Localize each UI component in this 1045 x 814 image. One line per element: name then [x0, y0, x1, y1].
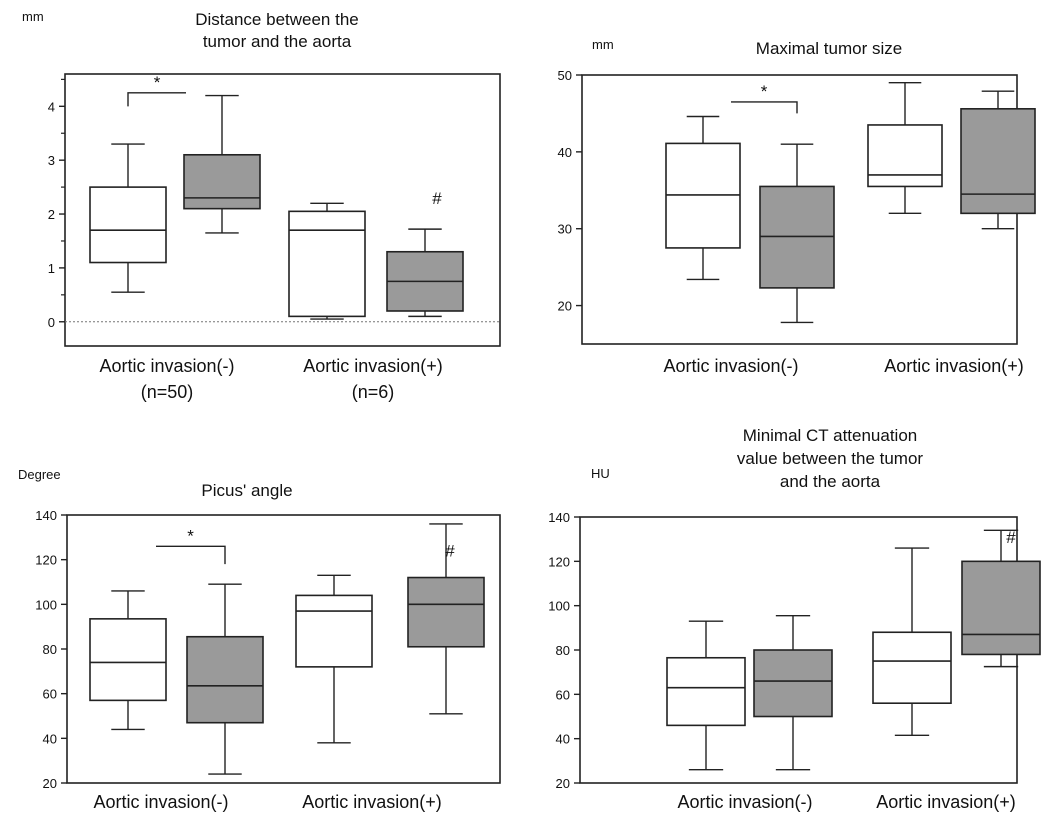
y-tick-label: 80	[43, 642, 57, 657]
hash-significance-mark: #	[1006, 528, 1016, 547]
group-label: Aortic invasion(-)	[99, 356, 234, 376]
y-tick-label: 20	[43, 776, 57, 791]
y-tick-label: 50	[558, 68, 572, 83]
iqr-box	[288, 210, 366, 318]
iqr-box	[295, 594, 373, 668]
significance-asterisk: *	[187, 526, 194, 545]
box-plot-4	[407, 523, 485, 715]
group-label: Aortic invasion(+)	[303, 356, 443, 376]
box-plot-3	[288, 202, 366, 320]
iqr-box	[407, 576, 485, 648]
significance-bracket	[731, 101, 798, 114]
box-plot-3	[295, 574, 373, 744]
iqr-box	[666, 656, 746, 727]
y-tick-label: 60	[556, 687, 570, 702]
box-plot-2	[183, 94, 261, 234]
significance-asterisk: *	[154, 73, 161, 92]
y-tick-label: 3	[48, 153, 55, 168]
group-label: Aortic invasion(-)	[663, 356, 798, 376]
iqr-box	[960, 108, 1036, 215]
y-tick-label: 120	[35, 553, 57, 568]
iqr-box	[753, 649, 833, 718]
y-tick-label: 120	[548, 554, 570, 569]
y-tick-label: 4	[48, 99, 55, 114]
box-plot-2	[186, 583, 264, 775]
y-axis-unit-label: Degree	[18, 467, 61, 482]
group-label: Aortic invasion(+)	[876, 792, 1016, 812]
plot-frame	[64, 73, 501, 347]
chart-panel-4: Minimal CT attenuation value between the …	[548, 426, 1041, 812]
box-plot-4	[961, 529, 1041, 668]
iqr-box	[867, 124, 943, 188]
chart-panel-1: Distance between the tumor and the aorta m…	[22, 9, 501, 402]
significance-bracket	[127, 92, 186, 107]
box-plot-1	[665, 115, 741, 281]
y-tick-label: 80	[556, 643, 570, 658]
y-tick-label: 20	[556, 776, 570, 791]
iqr-box	[186, 635, 264, 724]
chart-title-line: Distance between the	[195, 10, 359, 29]
group-sample-size-label: (n=50)	[141, 382, 194, 402]
y-axis-unit-label: mm	[592, 37, 614, 52]
box-plot-2	[753, 614, 833, 771]
iqr-box	[89, 618, 167, 702]
iqr-box	[961, 560, 1041, 656]
chart-title-line: value between the tumor	[737, 449, 924, 468]
box-plot-3	[867, 81, 943, 215]
group-label: Aortic invasion(-)	[93, 792, 228, 812]
box-plot-1	[89, 143, 167, 293]
box-plot-1	[666, 620, 746, 771]
y-tick-label: 2	[48, 207, 55, 222]
group-sample-size-label: (n=6)	[352, 382, 395, 402]
y-tick-label: 40	[556, 732, 570, 747]
iqr-box	[89, 186, 167, 264]
chart-title-line: Picus' angle	[201, 481, 292, 500]
y-tick-label: 140	[548, 510, 570, 525]
hash-significance-mark: #	[445, 542, 455, 561]
y-axis-unit-label: HU	[591, 466, 610, 481]
box-plot-4	[960, 90, 1036, 230]
y-tick-label: 30	[558, 222, 572, 237]
group-label: Aortic invasion(+)	[884, 356, 1024, 376]
chart-title-line: tumor and the aorta	[203, 32, 352, 51]
chart-title-line: and the aorta	[780, 472, 881, 491]
y-tick-label: 100	[35, 597, 57, 612]
significance-bracket	[156, 545, 226, 565]
y-tick-label: 20	[558, 299, 572, 314]
group-label: Aortic invasion(-)	[677, 792, 812, 812]
y-tick-label: 100	[548, 599, 570, 614]
iqr-box	[872, 631, 952, 704]
y-axis-unit-label: mm	[22, 9, 44, 24]
y-tick-label: 40	[43, 731, 57, 746]
box-plot-3	[872, 547, 952, 737]
y-tick-label: 60	[43, 687, 57, 702]
chart-panel-3: Picus' angle Degree 20 40 60 80 100 120 140 * # Aor…	[18, 467, 501, 812]
chart-panel-2: Maximal tumor size mm 20 30 40 50 * Aortic inva…	[558, 37, 1036, 376]
y-tick-label: 40	[558, 145, 572, 160]
iqr-box	[183, 153, 261, 210]
significance-asterisk: *	[761, 82, 768, 101]
hash-significance-mark: #	[432, 189, 442, 208]
chart-title-line: Minimal CT attenuation	[743, 426, 918, 445]
box-plot-4	[386, 228, 464, 318]
box-plot-1	[89, 590, 167, 731]
y-tick-label: 0	[48, 315, 55, 330]
box-plot-2	[759, 143, 835, 324]
chart-title-line: Maximal tumor size	[756, 39, 902, 58]
y-tick-label: 1	[48, 261, 55, 276]
group-label: Aortic invasion(+)	[302, 792, 442, 812]
y-tick-label: 140	[35, 508, 57, 523]
